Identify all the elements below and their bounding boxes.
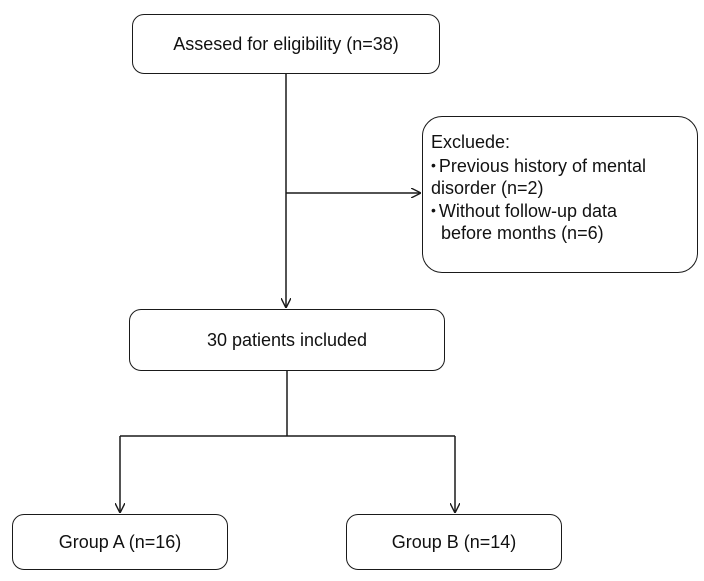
bullet-icon: • xyxy=(431,202,436,218)
excluded-item-2: • Without follow-up data before months (n… xyxy=(431,199,687,244)
excluded-item-1-line1: Previous history of mental xyxy=(438,156,646,176)
bullet-icon: • xyxy=(431,157,436,173)
excluded-title: Excluede: xyxy=(431,132,511,152)
group-b-box: Group B (n=14) xyxy=(346,514,562,570)
included-label: 30 patients included xyxy=(206,329,368,350)
group-b-label: Group B (n=14) xyxy=(391,531,517,552)
excluded-item-2-line2: before months (n=6) xyxy=(441,223,604,243)
excluded-box: Excluede: • Previous history of mental di… xyxy=(422,116,698,273)
included-box: 30 patients included xyxy=(129,309,445,371)
excluded-item-1-line2: disorder (n=2) xyxy=(431,178,544,198)
group-a-label: Group A (n=16) xyxy=(58,531,182,552)
excluded-item-1: • Previous history of mental disorder (n=… xyxy=(431,154,687,199)
excluded-item-2-line1: Without follow-up data xyxy=(438,201,617,221)
assessed-label: Assesed for eligibility (n=38) xyxy=(173,33,399,54)
group-a-box: Group A (n=16) xyxy=(12,514,228,570)
assessed-box: Assesed for eligibility (n=38) xyxy=(132,14,440,74)
